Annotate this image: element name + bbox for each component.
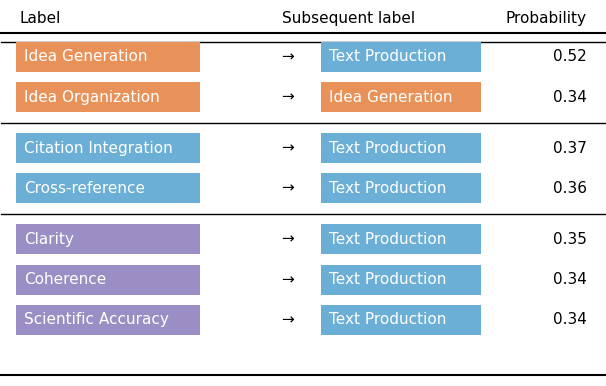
Text: →: →: [282, 141, 295, 156]
Text: 0.37: 0.37: [553, 141, 587, 156]
Text: →: →: [282, 181, 295, 196]
Text: Probability: Probability: [505, 11, 587, 26]
FancyBboxPatch shape: [16, 173, 201, 203]
Text: Text Production: Text Production: [329, 272, 446, 287]
Text: Idea Organization: Idea Organization: [24, 90, 160, 105]
FancyBboxPatch shape: [321, 265, 481, 295]
Text: Subsequent label: Subsequent label: [282, 11, 415, 26]
Text: 0.34: 0.34: [553, 90, 587, 105]
Text: →: →: [282, 232, 295, 247]
Text: Text Production: Text Production: [329, 232, 446, 247]
FancyBboxPatch shape: [321, 224, 481, 254]
Text: 0.34: 0.34: [553, 312, 587, 327]
FancyBboxPatch shape: [321, 173, 481, 203]
FancyBboxPatch shape: [16, 265, 201, 295]
Text: Label: Label: [19, 11, 61, 26]
FancyBboxPatch shape: [16, 133, 201, 163]
FancyBboxPatch shape: [321, 133, 481, 163]
Text: Clarity: Clarity: [24, 232, 74, 247]
Text: →: →: [282, 312, 295, 327]
Text: →: →: [282, 272, 295, 287]
Text: Text Production: Text Production: [329, 49, 446, 64]
Text: 0.52: 0.52: [553, 49, 587, 64]
Text: Text Production: Text Production: [329, 181, 446, 196]
FancyBboxPatch shape: [16, 224, 201, 254]
Text: 0.35: 0.35: [553, 232, 587, 247]
FancyBboxPatch shape: [16, 82, 201, 112]
FancyBboxPatch shape: [16, 42, 201, 72]
FancyBboxPatch shape: [321, 42, 481, 72]
Text: →: →: [282, 90, 295, 105]
Text: Text Production: Text Production: [329, 312, 446, 327]
FancyBboxPatch shape: [321, 82, 481, 112]
Text: Idea Generation: Idea Generation: [24, 49, 148, 64]
FancyBboxPatch shape: [321, 305, 481, 335]
Text: Text Production: Text Production: [329, 141, 446, 156]
Text: Coherence: Coherence: [24, 272, 107, 287]
Text: Scientific Accuracy: Scientific Accuracy: [24, 312, 169, 327]
Text: 0.34: 0.34: [553, 272, 587, 287]
FancyBboxPatch shape: [16, 305, 201, 335]
Text: Citation Integration: Citation Integration: [24, 141, 173, 156]
Text: Idea Generation: Idea Generation: [329, 90, 453, 105]
Text: →: →: [282, 49, 295, 64]
Text: 0.36: 0.36: [553, 181, 587, 196]
Text: Cross-reference: Cross-reference: [24, 181, 145, 196]
